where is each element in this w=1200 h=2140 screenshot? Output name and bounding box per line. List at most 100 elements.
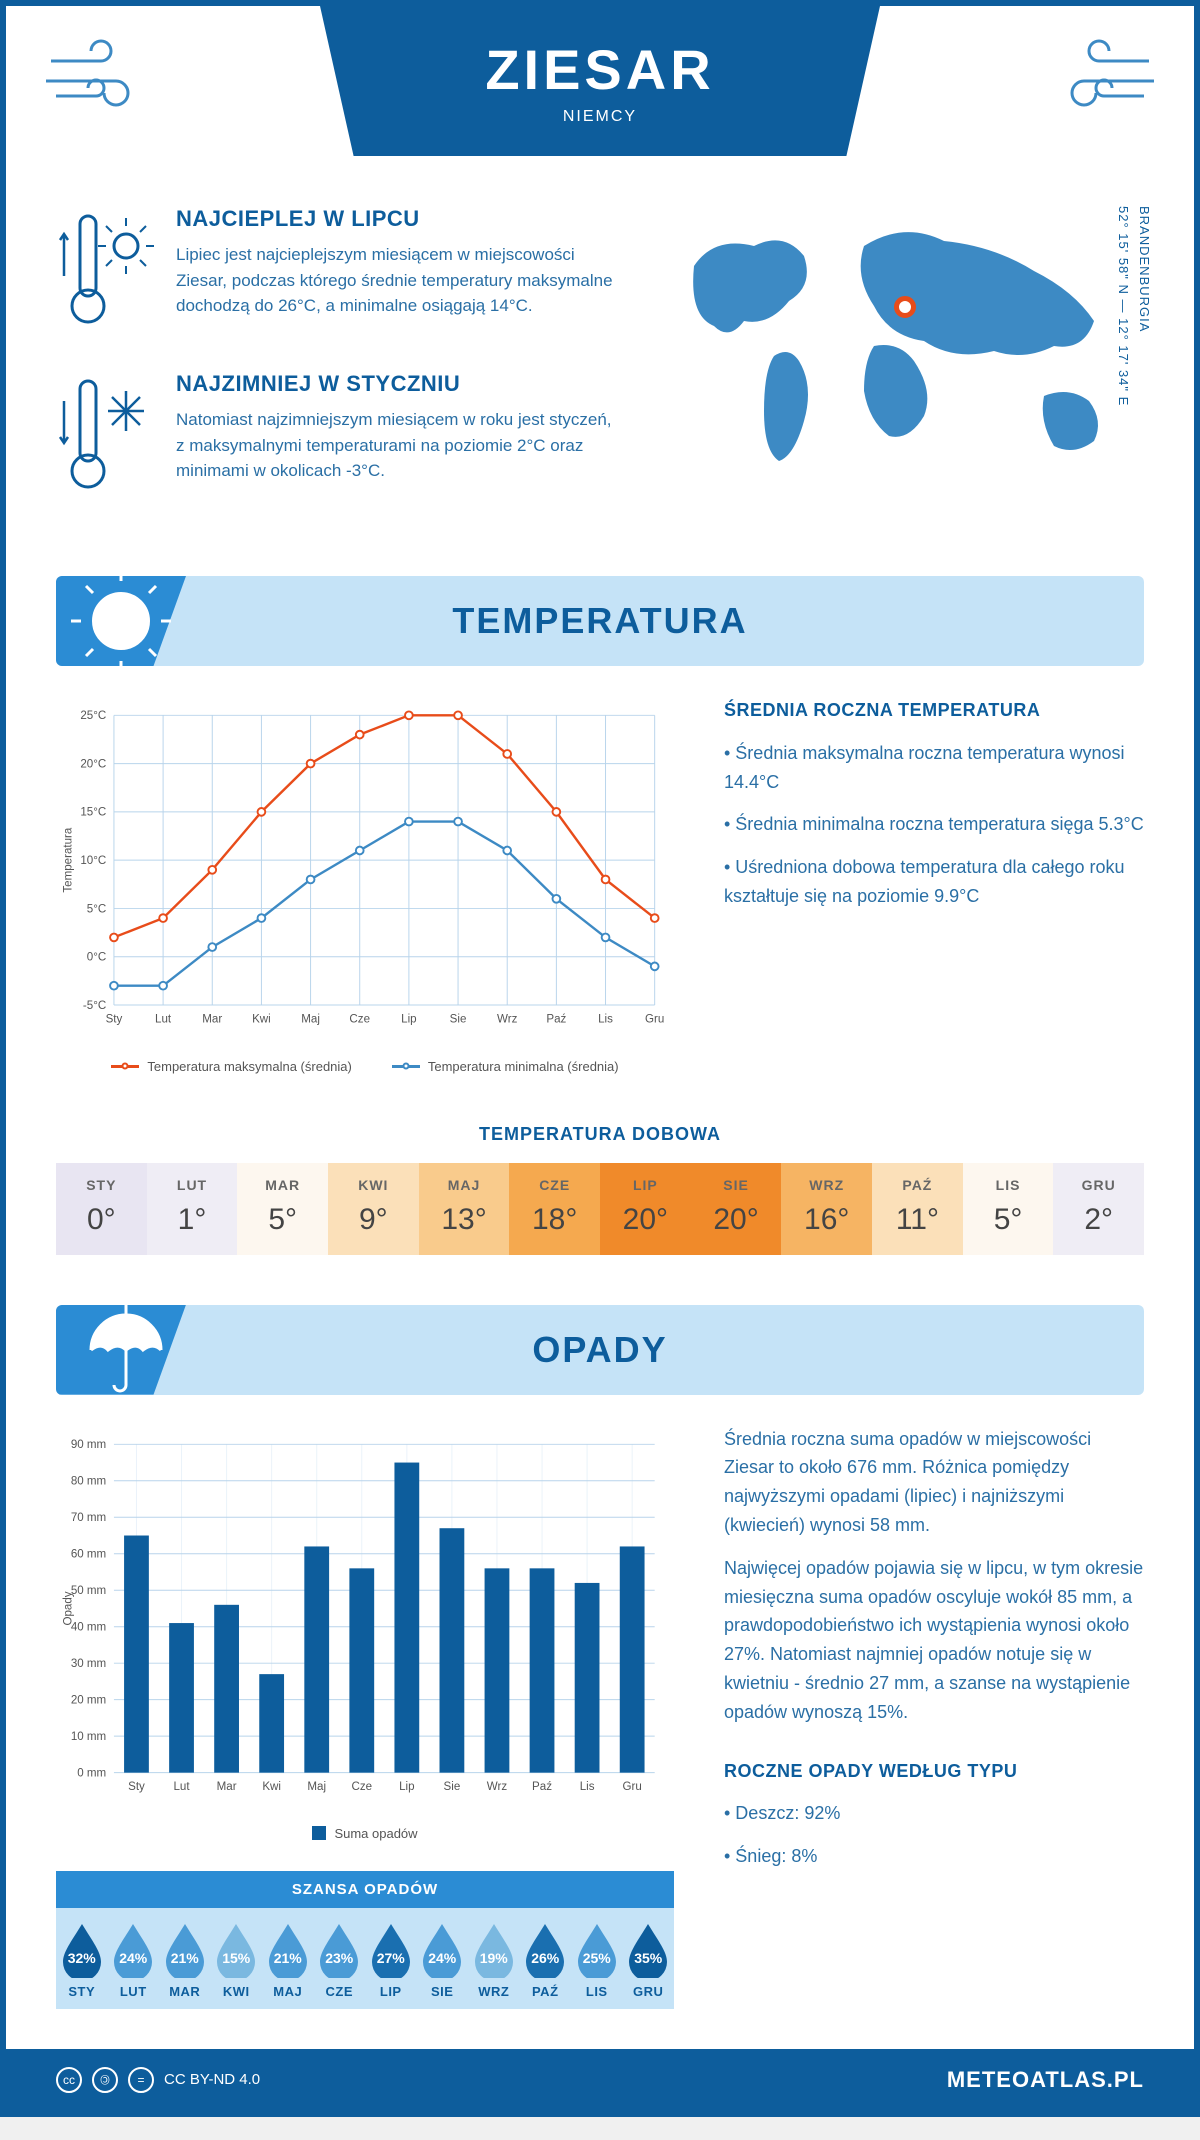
svg-text:Lut: Lut (173, 1781, 190, 1793)
legend-max: Temperatura maksymalna (średnia) (111, 1059, 351, 1074)
svg-text:Sty: Sty (128, 1781, 145, 1793)
wind-icon-right (1044, 36, 1154, 130)
precip-text-col: Średnia roczna suma opadów w miejscowośc… (724, 1425, 1144, 2009)
svg-text:Opady: Opady (62, 1591, 74, 1625)
legend-min-label: Temperatura minimalna (średnia) (428, 1059, 619, 1074)
svg-text:Mar: Mar (217, 1781, 237, 1793)
svg-text:20°C: 20°C (80, 758, 106, 770)
svg-text:Lip: Lip (399, 1781, 414, 1793)
temperature-legend: Temperatura maksymalna (średnia) Tempera… (56, 1059, 674, 1074)
by-icon: 🄯 (92, 2067, 118, 2093)
coldest-block: NAJZIMNIEJ W STYCZNIU Natomiast najzimni… (56, 371, 624, 506)
chance-cell: 21% MAR (159, 1922, 211, 1999)
temp-cell: LIS5° (963, 1163, 1054, 1255)
chance-cell: 24% LUT (108, 1922, 160, 1999)
temperature-header: TEMPERATURA (56, 576, 1144, 666)
temperature-line-chart: -5°C0°C5°C10°C15°C20°C25°CStyLutMarKwiMa… (56, 696, 674, 1044)
page-container: ZIESAR NIEMCY NAJCIEPLEJ W LIPCU Lipiec … (0, 0, 1200, 2117)
intro-section: NAJCIEPLEJ W LIPCU Lipiec jest najcieple… (6, 176, 1194, 576)
annual-bullet-2: • Średnia minimalna roczna temperatura s… (724, 810, 1144, 839)
svg-text:0 mm: 0 mm (77, 1767, 106, 1779)
temp-cell: LIP20° (600, 1163, 691, 1255)
svg-text:90 mm: 90 mm (71, 1439, 106, 1451)
hero: ZIESAR NIEMCY (6, 6, 1194, 176)
svg-text:Lis: Lis (580, 1781, 595, 1793)
daily-temp-table: STY0°LUT1°MAR5°KWI9°MAJ13°CZE18°LIP20°SI… (56, 1163, 1144, 1255)
daily-temp-title: TEMPERATURA DOBOWA (6, 1124, 1194, 1145)
svg-text:25°C: 25°C (80, 710, 106, 722)
svg-text:0°C: 0°C (87, 952, 106, 964)
legend-max-label: Temperatura maksymalna (średnia) (147, 1059, 351, 1074)
coldest-title: NAJZIMNIEJ W STYCZNIU (176, 371, 624, 397)
svg-text:Gru: Gru (623, 1781, 642, 1793)
legend-min: Temperatura minimalna (średnia) (392, 1059, 619, 1074)
world-map (664, 206, 1144, 486)
sun-icon (71, 566, 171, 676)
temp-cell: LUT1° (147, 1163, 238, 1255)
svg-text:Sty: Sty (106, 1013, 123, 1025)
temp-cell: CZE18° (509, 1163, 600, 1255)
coldest-desc: Natomiast najzimniejszym miesiącem w rok… (176, 407, 624, 484)
wind-icon-left (46, 36, 156, 130)
hero-banner: ZIESAR NIEMCY (320, 6, 880, 156)
svg-text:50 mm: 50 mm (71, 1585, 106, 1597)
footer-license: cc 🄯 = CC BY-ND 4.0 (56, 2067, 260, 2093)
svg-text:20 mm: 20 mm (71, 1694, 106, 1706)
precip-bar-chart: 0 mm10 mm20 mm30 mm40 mm50 mm60 mm70 mm8… (56, 1425, 674, 1811)
svg-text:Maj: Maj (301, 1013, 320, 1025)
annual-temp-title: ŚREDNIA ROCZNA TEMPERATURA (724, 696, 1144, 725)
precip-legend: Suma opadów (56, 1826, 674, 1841)
chance-cell: 19% WRZ (468, 1922, 520, 1999)
chance-cell: 32% STY (56, 1922, 108, 1999)
svg-text:Kwi: Kwi (262, 1781, 281, 1793)
svg-text:Sie: Sie (450, 1013, 467, 1025)
thermometer-cold-icon (56, 371, 156, 506)
svg-text:30 mm: 30 mm (71, 1658, 106, 1670)
svg-text:Mar: Mar (202, 1013, 222, 1025)
temp-cell: MAJ13° (419, 1163, 510, 1255)
warmest-block: NAJCIEPLEJ W LIPCU Lipiec jest najcieple… (56, 206, 624, 341)
region-label: BRANDENBURGIA (1137, 206, 1152, 332)
warmest-text: NAJCIEPLEJ W LIPCU Lipiec jest najcieple… (176, 206, 624, 341)
precip-header: OPADY (56, 1305, 1144, 1395)
chance-cell: 24% SIE (417, 1922, 469, 1999)
chance-cell: 15% KWI (211, 1922, 263, 1999)
coords-value: 52° 15' 58" N — 12° 17' 34" E (1116, 206, 1131, 406)
svg-text:60 mm: 60 mm (71, 1548, 106, 1560)
coldest-text: NAJZIMNIEJ W STYCZNIU Natomiast najzimni… (176, 371, 624, 506)
precip-content: 0 mm10 mm20 mm30 mm40 mm50 mm60 mm70 mm8… (6, 1425, 1194, 2049)
city-name: ZIESAR (485, 37, 714, 102)
warmest-desc: Lipiec jest najcieplejszym miesiącem w m… (176, 242, 624, 319)
temp-cell: KWI9° (328, 1163, 419, 1255)
temp-cell: SIE20° (691, 1163, 782, 1255)
temperature-content: -5°C0°C5°C10°C15°C20°C25°CStyLutMarKwiMa… (6, 696, 1194, 1114)
rain-pct: • Deszcz: 92% (724, 1799, 1144, 1828)
svg-text:10°C: 10°C (80, 855, 106, 867)
svg-text:Wrz: Wrz (497, 1013, 518, 1025)
chance-cell: 35% GRU (623, 1922, 675, 1999)
svg-text:Kwi: Kwi (252, 1013, 271, 1025)
svg-text:Gru: Gru (645, 1013, 664, 1025)
svg-text:40 mm: 40 mm (71, 1621, 106, 1633)
svg-text:-5°C: -5°C (83, 1000, 106, 1012)
temp-cell: MAR5° (237, 1163, 328, 1255)
svg-text:Sie: Sie (444, 1781, 461, 1793)
map-pin-icon (894, 296, 916, 318)
chance-cell: 26% PAŹ (520, 1922, 572, 1999)
legend-sum-label: Suma opadów (334, 1826, 417, 1841)
svg-text:Cze: Cze (351, 1781, 372, 1793)
svg-text:Maj: Maj (307, 1781, 326, 1793)
country-name: NIEMCY (563, 108, 637, 126)
annual-bullet-1: • Średnia maksymalna roczna temperatura … (724, 739, 1144, 797)
svg-text:Lip: Lip (401, 1013, 416, 1025)
chance-cell: 27% LIP (365, 1922, 417, 1999)
svg-text:Cze: Cze (349, 1013, 370, 1025)
svg-text:5°C: 5°C (87, 903, 106, 915)
thermometer-hot-icon (56, 206, 156, 341)
precip-text-1: Średnia roczna suma opadów w miejscowośc… (724, 1425, 1144, 1540)
license-text: CC BY-ND 4.0 (164, 2071, 260, 2088)
temp-cell: PAŹ11° (872, 1163, 963, 1255)
svg-text:80 mm: 80 mm (71, 1475, 106, 1487)
chance-row: 32% STY 24% LUT 21% MAR 15% KWI 21% MAJ (56, 1908, 674, 2009)
cc-icon: cc (56, 2067, 82, 2093)
